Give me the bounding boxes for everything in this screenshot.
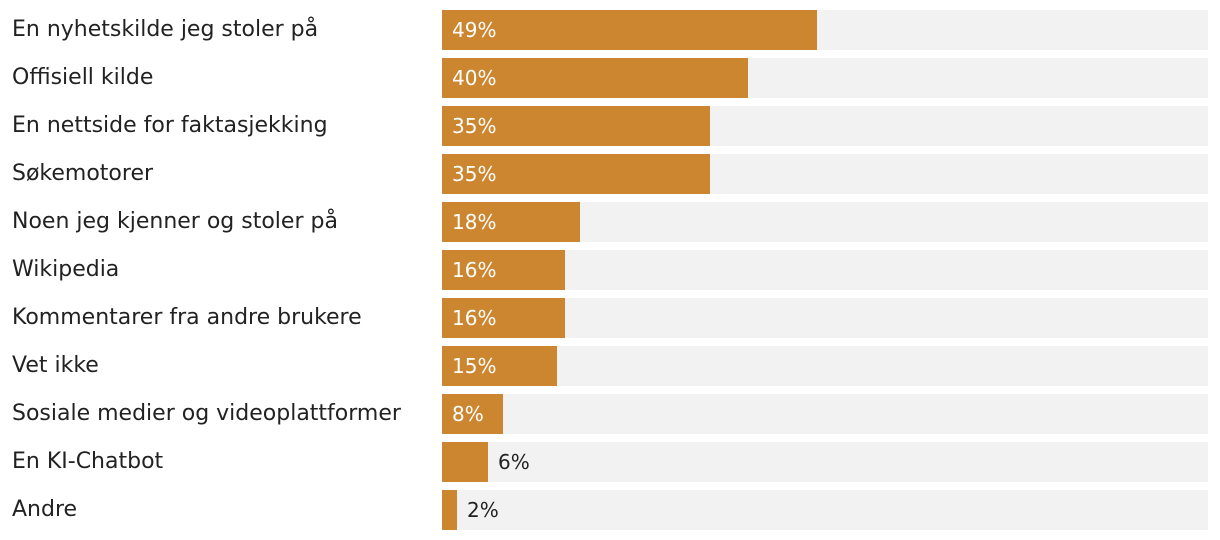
bar-track: 18% (442, 202, 1208, 242)
chart-row: Noen jeg kjenner og stoler på 18% (0, 202, 1220, 242)
chart-row: En nyhetskilde jeg stoler på 49% (0, 10, 1220, 50)
bar-track: 16% (442, 250, 1208, 290)
chart-row: Søkemotorer 35% (0, 154, 1220, 194)
chart-row: Kommentarer fra andre brukere 16% (0, 298, 1220, 338)
category-label: En nyhetskilde jeg stoler på (12, 17, 319, 42)
value-label: 18% (452, 210, 497, 234)
value-label: 16% (452, 306, 497, 330)
value-label: 49% (452, 18, 497, 42)
category-label: Noen jeg kjenner og stoler på (12, 209, 338, 234)
bar (442, 154, 710, 194)
chart-row: En nettside for faktasjekking 35% (0, 106, 1220, 146)
bar-track: 35% (442, 106, 1208, 146)
bar (442, 250, 565, 290)
bar (442, 298, 565, 338)
bar-track: 35% (442, 154, 1208, 194)
value-label: 8% (452, 402, 484, 426)
value-label: 16% (452, 258, 497, 282)
bar (442, 106, 710, 146)
bar-track: 40% (442, 58, 1208, 98)
bar (442, 442, 488, 482)
category-label: Wikipedia (12, 257, 120, 282)
chart-row: Sosiale medier og videoplattformer 8% (0, 394, 1220, 434)
chart-row: Vet ikke 15% (0, 346, 1220, 386)
bar (442, 394, 503, 434)
category-label: Søkemotorer (12, 161, 154, 186)
value-label: 2% (467, 498, 499, 522)
category-label: Sosiale medier og videoplattformer (12, 401, 401, 426)
bar-track: 16% (442, 298, 1208, 338)
bar-track: 15% (442, 346, 1208, 386)
bar (442, 58, 748, 98)
category-label: En KI-Chatbot (12, 449, 164, 474)
category-label: En nettside for faktasjekking (12, 113, 328, 138)
chart-row: Wikipedia 16% (0, 250, 1220, 290)
bar (442, 490, 457, 530)
category-label: Offisiell kilde (12, 65, 154, 90)
chart-row: Offisiell kilde 40% (0, 58, 1220, 98)
bar-track: 8% (442, 394, 1208, 434)
bar-track: 6% (442, 442, 1208, 482)
category-label: Vet ikke (12, 353, 99, 378)
value-label: 40% (452, 66, 497, 90)
bar (442, 202, 580, 242)
value-label: 6% (498, 450, 530, 474)
chart-row: En KI-Chatbot 6% (0, 442, 1220, 482)
category-label: Kommentarer fra andre brukere (12, 305, 362, 330)
bar-track: 2% (442, 490, 1208, 530)
chart-row: Andre 2% (0, 490, 1220, 530)
bar (442, 346, 557, 386)
bar (442, 10, 817, 50)
value-label: 35% (452, 162, 497, 186)
category-label: Andre (12, 497, 78, 522)
bar-track: 49% (442, 10, 1208, 50)
value-label: 35% (452, 114, 497, 138)
value-label: 15% (452, 354, 497, 378)
